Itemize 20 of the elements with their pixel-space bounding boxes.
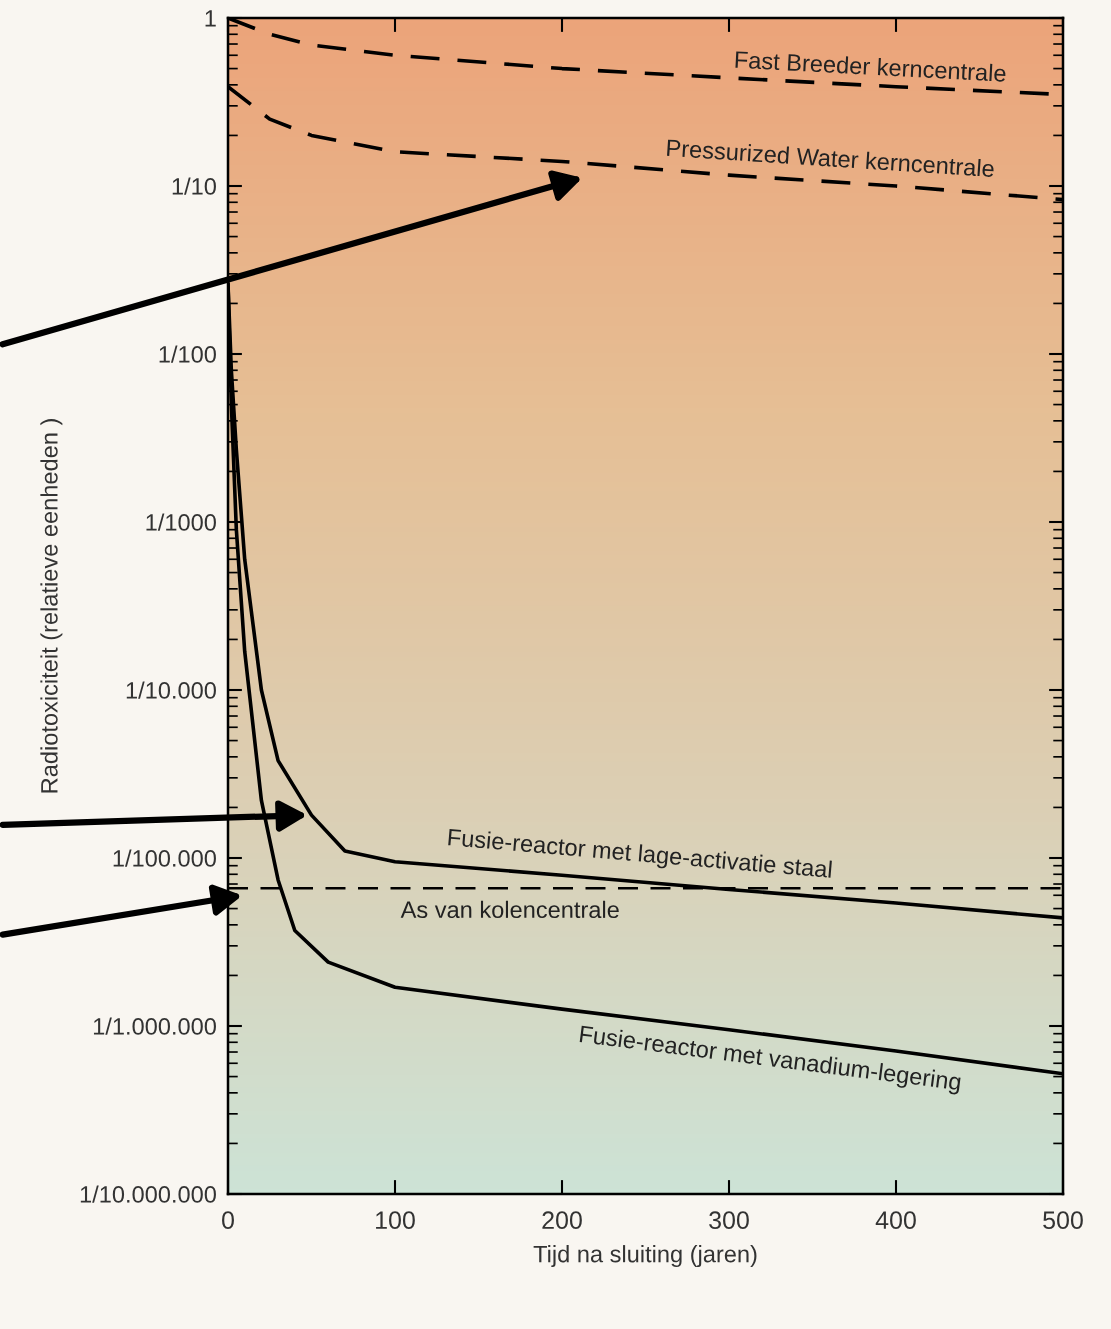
x-tick-label: 300: [709, 1211, 749, 1230]
annotation: Pressurized Water kerncentrale: [667, 138, 995, 178]
annotation: Fusie-reactor met lage-activatie staal: [447, 828, 832, 883]
y-tick-label: 1/100.000: [113, 849, 216, 867]
y-tick-label: 1: [205, 10, 216, 27]
x-tick-label: 400: [875, 1211, 916, 1230]
x-axis-title: Tijd na sluiting (jaren): [533, 1245, 757, 1268]
y-tick-label: 1/10: [172, 177, 216, 195]
annotation: Fast Breeder kerncentrale: [735, 50, 1006, 82]
x-tick-label: 100: [376, 1211, 415, 1230]
y-tick-label: 1/100: [159, 345, 216, 363]
y-tick-label: 1/10.000: [126, 681, 216, 699]
y-axis-title: Radiotoxiciteit (relatieve eenheden ): [40, 419, 63, 793]
y-tick-label: 1/1.000.000: [93, 1017, 216, 1035]
x-tick-label: 500: [1043, 1211, 1083, 1230]
x-tick-label: 0: [222, 1211, 234, 1230]
y-tick-label: 1/10.000.000: [80, 1185, 216, 1203]
x-tick-label: 200: [542, 1211, 582, 1230]
annotation: As van kolencentrale: [400, 900, 619, 919]
y-tick-label: 1/1000: [146, 513, 216, 531]
